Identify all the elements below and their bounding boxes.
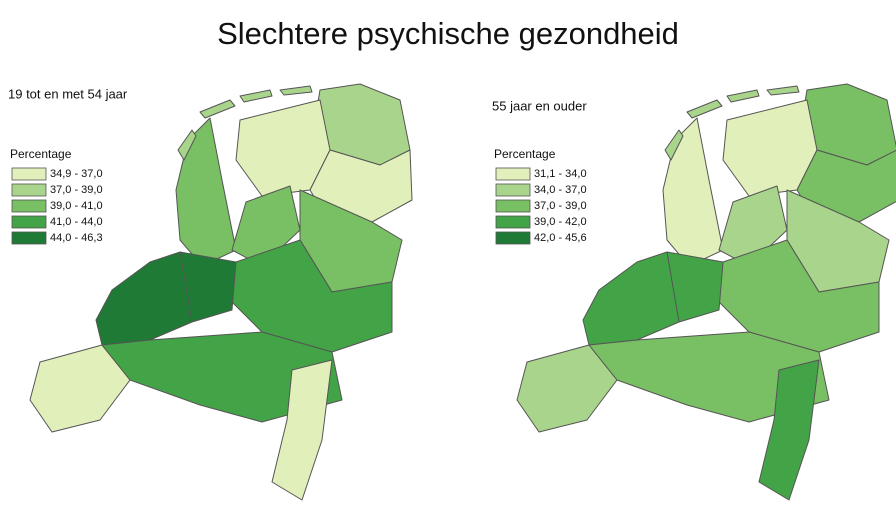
region	[95, 251, 193, 346]
legend-swatch	[495, 167, 531, 181]
region	[175, 117, 237, 267]
panel-subtitle: 55 jaar en ouder	[492, 98, 587, 113]
region	[662, 117, 724, 267]
legend-swatch	[11, 167, 47, 181]
region	[101, 331, 343, 423]
legend-swatch	[495, 231, 531, 245]
legend-label: 34,0 - 37,0	[534, 184, 587, 196]
map-panel	[29, 83, 413, 501]
island	[177, 129, 197, 161]
island	[664, 129, 684, 161]
island	[239, 89, 273, 103]
region	[271, 359, 333, 501]
legend-title: Percentage	[494, 147, 556, 161]
legend-swatch	[11, 215, 47, 229]
region	[796, 149, 896, 223]
legend-label: 37,0 - 39,0	[50, 184, 103, 196]
region	[582, 251, 680, 346]
legend-title: Percentage	[10, 147, 72, 161]
region	[231, 239, 393, 353]
legend-swatch	[495, 199, 531, 213]
legend-swatch	[11, 231, 47, 245]
region	[758, 359, 820, 501]
island	[726, 89, 760, 103]
legend-label: 41,0 - 44,0	[50, 216, 103, 228]
island	[766, 85, 800, 96]
legend-label: 34,9 - 37,0	[50, 168, 103, 180]
region	[588, 331, 830, 423]
legend-swatch	[495, 183, 531, 197]
legend-label: 37,0 - 39,0	[534, 200, 587, 212]
region	[309, 149, 413, 223]
legend-label: 44,0 - 46,3	[50, 232, 103, 244]
map-panel	[516, 83, 896, 501]
island	[199, 99, 236, 119]
legend-swatch	[11, 199, 47, 213]
figure-title: Slechtere psychische gezondheid	[217, 16, 679, 51]
legend-label: 39,0 - 41,0	[50, 200, 103, 212]
legend-swatch	[11, 183, 47, 197]
legend-swatch	[495, 215, 531, 229]
legend-label: 31,1 - 34,0	[534, 168, 587, 180]
panel-subtitle: 19 tot en met 54 jaar	[8, 86, 128, 101]
region	[718, 239, 880, 353]
island	[279, 85, 313, 96]
island	[686, 99, 723, 119]
legend-label: 42,0 - 45,6	[534, 232, 587, 244]
legend-label: 39,0 - 42,0	[534, 216, 587, 228]
